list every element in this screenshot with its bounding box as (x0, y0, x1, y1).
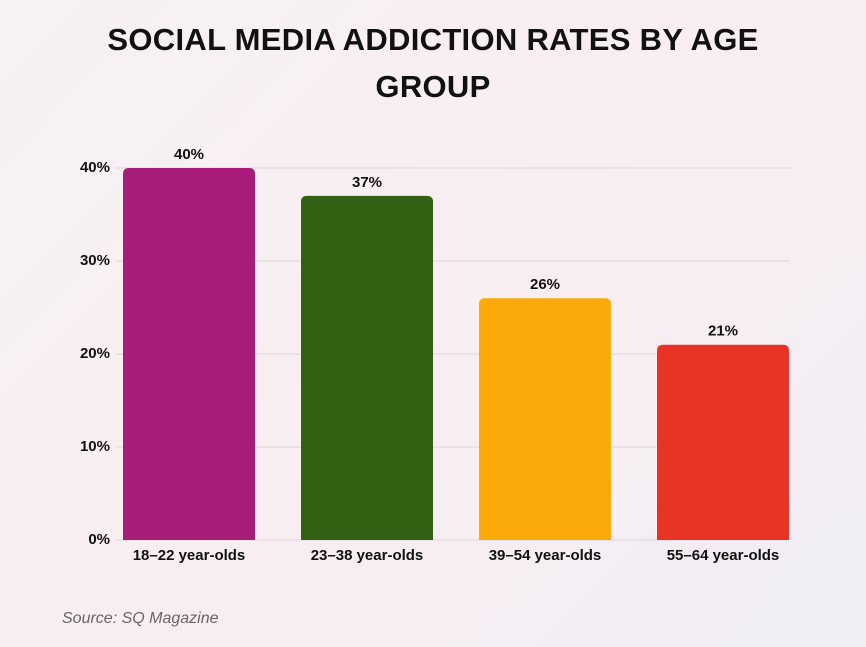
y-tick-label: 30% (80, 252, 110, 269)
y-tick-label: 0% (88, 531, 110, 548)
data-label: 40% (174, 146, 204, 163)
bar (123, 168, 255, 540)
bar (479, 298, 611, 540)
bar (301, 195, 433, 540)
x-tick-label: 23–38 year-olds (311, 547, 424, 564)
data-label: 37% (352, 174, 382, 191)
chart-title: SOCIAL MEDIA ADDICTION RATES BY AGE GROU… (107, 22, 759, 104)
y-tick-label: 20% (80, 345, 110, 362)
x-tick-label: 18–22 year-olds (133, 547, 246, 564)
data-label: 26% (530, 276, 560, 293)
x-tick-label: 39–54 year-olds (489, 547, 602, 564)
x-tick-label: 55–64 year-olds (667, 547, 780, 564)
data-label: 21% (708, 323, 738, 340)
y-tick-label: 40% (80, 159, 110, 176)
bar (657, 344, 789, 540)
y-tick-label: 10% (80, 438, 110, 455)
source-note: Source: SQ Magazine (62, 610, 219, 627)
